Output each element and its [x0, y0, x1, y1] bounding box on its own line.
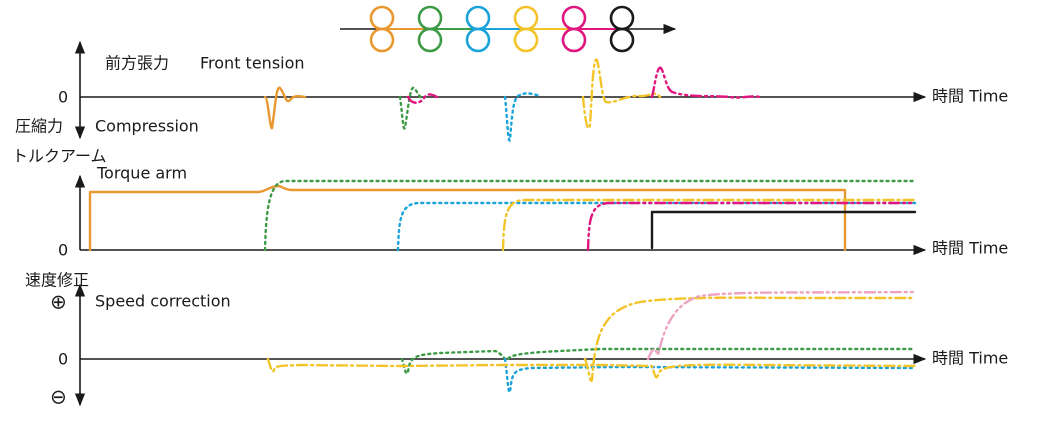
neg-label-ja: 圧縮力: [15, 117, 63, 136]
time-label: 時間 Time: [932, 239, 1008, 258]
tension-curves: [263, 58, 762, 142]
minus-sign: ⊖: [50, 385, 67, 409]
time-label: 時間 Time: [932, 349, 1008, 368]
label-en: Front tension: [200, 54, 305, 73]
plus-sign: ⊕: [50, 290, 67, 314]
zero-label: 0: [58, 350, 68, 369]
label-ja: 前方張力: [105, 54, 169, 73]
zero-label: 0: [58, 241, 68, 260]
label-en: Torque arm: [96, 164, 187, 183]
label-en: Speed correction: [95, 292, 231, 311]
zero-label: 0: [58, 88, 68, 107]
time-label: 時間 Time: [932, 87, 1008, 106]
label-ja: トルクアーム: [12, 147, 107, 166]
speed-curves: [266, 290, 917, 394]
label-ja: 速度修正: [25, 271, 89, 290]
rollers: [340, 5, 677, 53]
neg-label-en: Compression: [95, 117, 199, 136]
torque-curves: [88, 179, 917, 252]
labels: 前方張力 Front tension 0 時間 Time 圧縮力 Compres…: [12, 54, 1008, 409]
axes: [74, 40, 927, 407]
